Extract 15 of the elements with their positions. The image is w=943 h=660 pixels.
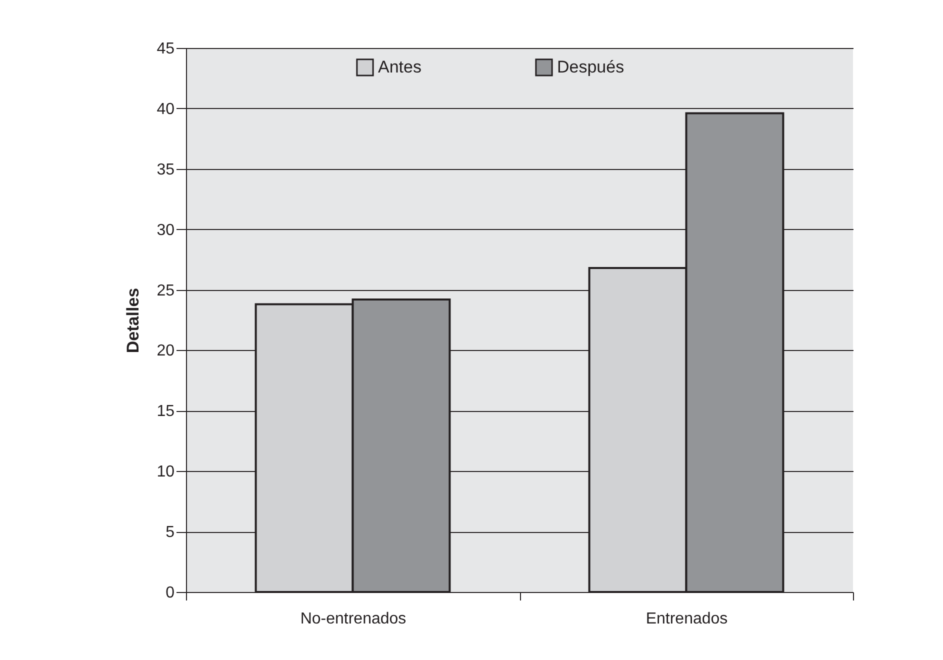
- y-tick-label: 30: [156, 222, 175, 239]
- x-tick-label: No-entrenados: [300, 610, 406, 628]
- legend-label: Después: [557, 57, 624, 76]
- y-axis-title: Detalles: [124, 288, 143, 354]
- y-tick-label: 20: [156, 342, 175, 360]
- y-tick-label: 25: [156, 282, 175, 300]
- y-tick-label: 40: [156, 100, 175, 118]
- y-tick-label: 5: [166, 524, 175, 542]
- y-tick-label: 10: [156, 464, 175, 481]
- y-tick-label: 15: [156, 403, 175, 420]
- y-tick-label: 35: [156, 161, 175, 178]
- x-tick-label: Entrenados: [646, 610, 728, 628]
- y-tick-label: 0: [166, 584, 175, 602]
- y-tick-label: 45: [156, 40, 175, 58]
- legend-label: Antes: [378, 57, 422, 76]
